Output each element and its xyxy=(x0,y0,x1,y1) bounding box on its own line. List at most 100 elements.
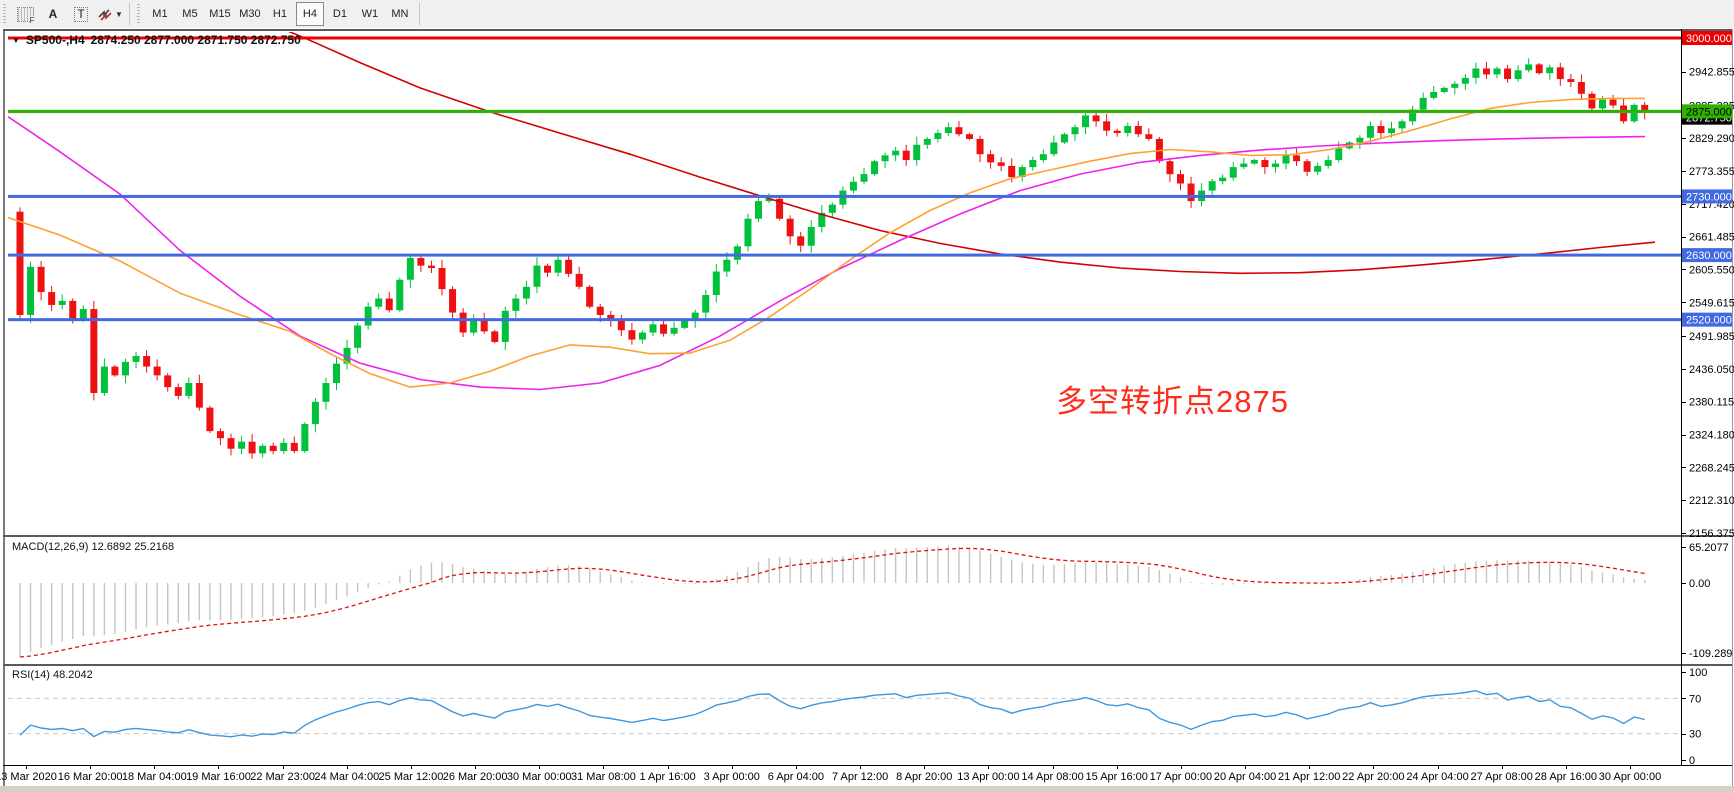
candle xyxy=(1092,115,1100,122)
dropdown-arrow-icon[interactable]: ▼ xyxy=(115,9,123,19)
candle xyxy=(501,310,509,342)
candle xyxy=(1335,148,1343,161)
candle xyxy=(723,259,731,272)
candle xyxy=(987,154,995,163)
ma-fast-orange xyxy=(8,97,1645,388)
candle xyxy=(1620,105,1628,122)
candle xyxy=(1493,68,1501,75)
support-2630-line[interactable] xyxy=(8,253,1681,257)
time-axis-label: 27 Apr 08:00 xyxy=(1470,771,1532,783)
timeframe-button-w1[interactable]: W1 xyxy=(361,8,379,20)
toolbar-drag-handle[interactable] xyxy=(2,3,9,25)
time-axis-label: 30 Apr 00:00 xyxy=(1599,771,1661,783)
candle xyxy=(69,300,77,319)
macd-signal-line xyxy=(19,547,1645,658)
candle xyxy=(1430,91,1438,98)
candle xyxy=(1366,126,1374,138)
candle xyxy=(343,347,351,364)
price-axis-tick: 2491.985 xyxy=(1689,331,1734,343)
candle xyxy=(58,300,66,305)
candle xyxy=(311,401,319,425)
candle xyxy=(16,211,24,315)
timeframe-bar: M1 M5 M15 M30 H1 H4 D1 W1 MN xyxy=(145,2,415,26)
candle xyxy=(818,212,826,227)
rsi-axis-tick: 0 xyxy=(1689,755,1695,767)
candle xyxy=(1271,163,1279,168)
candle xyxy=(1514,70,1522,80)
candle xyxy=(691,312,699,321)
price-axis-tick: 2942.855 xyxy=(1689,67,1734,79)
candle xyxy=(1525,64,1533,71)
candle xyxy=(871,161,879,175)
time-axis-label: 22 Mar 23:00 xyxy=(250,771,315,783)
candle xyxy=(153,366,161,376)
candle xyxy=(143,356,151,367)
resistance-3000-line[interactable] xyxy=(8,36,1681,40)
rsi-axis-tick: 30 xyxy=(1689,729,1701,741)
candle xyxy=(269,445,277,452)
chart-canvas[interactable]: 2942.8552885.2252829.2902773.3552717.420… xyxy=(0,28,1734,792)
support-2520-line[interactable] xyxy=(8,318,1681,322)
pivot-2875-line[interactable] xyxy=(8,109,1681,113)
arrow-style-button[interactable]: ▼ xyxy=(96,2,124,26)
timeframe-button-h1[interactable]: H1 xyxy=(272,8,287,20)
candle xyxy=(1314,165,1322,172)
timeframe-button-h4[interactable]: H4 xyxy=(295,2,324,26)
candle xyxy=(860,174,868,182)
candle xyxy=(1219,177,1227,182)
candle xyxy=(1029,160,1037,168)
candle xyxy=(174,387,182,396)
time-axis-label: 17 Apr 00:00 xyxy=(1150,771,1212,783)
candle xyxy=(554,259,562,273)
candle xyxy=(1577,82,1585,94)
symbol-dropdown-icon[interactable]: ▼ xyxy=(12,35,20,45)
timeframe-button-m15[interactable]: M15 xyxy=(209,8,231,20)
candle xyxy=(470,319,478,333)
ma-mid-magenta xyxy=(8,115,1646,391)
time-axis-label: 19 Mar 16:00 xyxy=(186,771,251,783)
time-axis-label: 7 Apr 12:00 xyxy=(832,771,888,783)
time-axis-label: 1 Apr 16:00 xyxy=(639,771,695,783)
price-axis-tick: 2268.245 xyxy=(1689,462,1734,474)
candle xyxy=(1071,127,1079,135)
time-axis-label: 18 Mar 04:00 xyxy=(122,771,187,783)
timeframe-button-d1[interactable]: D1 xyxy=(332,8,347,20)
candle xyxy=(1060,134,1068,143)
candle xyxy=(1261,160,1269,168)
candle xyxy=(733,246,741,260)
chart-shift-icon: F xyxy=(16,6,35,25)
rsi-axis-tick: 100 xyxy=(1689,667,1707,679)
candle xyxy=(944,127,952,134)
candle xyxy=(385,298,393,311)
candle xyxy=(375,298,383,307)
label-a-button[interactable]: A xyxy=(40,2,66,26)
candle xyxy=(1641,104,1649,113)
timeframe-button-m5[interactable]: M5 xyxy=(182,8,198,20)
candle xyxy=(955,127,963,135)
price-axis-tick: 2436.050 xyxy=(1689,364,1734,376)
candle xyxy=(1145,134,1153,139)
candle xyxy=(1187,183,1195,202)
time-axis-label: 31 Mar 08:00 xyxy=(571,771,636,783)
text-t-button[interactable]: T xyxy=(68,2,94,26)
timeframe-button-mn[interactable]: MN xyxy=(391,8,409,20)
candle xyxy=(1356,137,1364,143)
timeframe-button-m1[interactable]: M1 xyxy=(152,8,168,20)
candle xyxy=(1546,67,1554,74)
timeframe-button-m30[interactable]: M30 xyxy=(239,8,261,20)
candle xyxy=(1124,126,1132,134)
candle xyxy=(797,236,805,246)
timeframe-drag-handle[interactable] xyxy=(135,3,143,25)
chart-shift-button[interactable]: F xyxy=(12,2,38,26)
candle xyxy=(406,258,414,280)
support-2730-line[interactable] xyxy=(8,194,1681,198)
candle xyxy=(216,431,224,439)
symbol-quote-line[interactable]: ▼ SP500-,H4 2874.250 2877.000 2871.750 2… xyxy=(12,33,301,47)
arrow-style-icon xyxy=(98,9,112,21)
candle xyxy=(1050,142,1058,155)
candle xyxy=(755,201,762,219)
support-2730-badge: 2730.000 xyxy=(1686,191,1732,203)
candle xyxy=(238,441,246,449)
candle xyxy=(491,331,499,342)
candle xyxy=(301,424,309,452)
